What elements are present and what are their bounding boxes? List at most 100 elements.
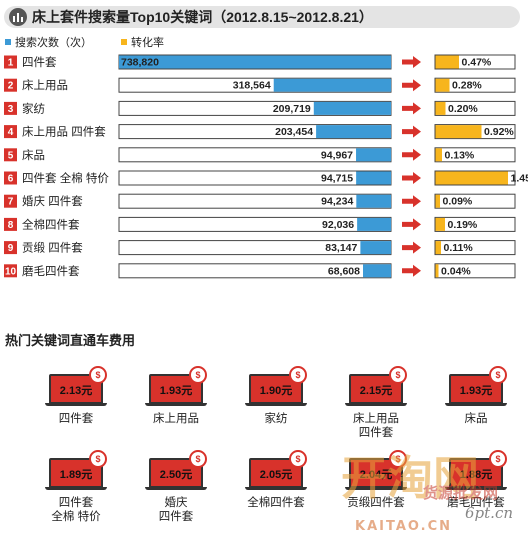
search-count-bar: [119, 55, 391, 69]
search-count-bar: [357, 217, 391, 231]
right-arrow-icon: [402, 172, 421, 184]
rank-label: 5: [8, 150, 14, 161]
rank-label: 4: [8, 127, 14, 138]
conversion-bar-track: [434, 240, 516, 256]
laptop-icon: 2.05元 $: [245, 450, 307, 490]
keyword-label: 床上用品: [138, 412, 214, 426]
keyword-label-line: 磨毛四件套: [447, 497, 505, 509]
cost-card: 1.93元 $ 床品: [438, 366, 514, 426]
laptop-icon: 2.13元 $: [45, 366, 107, 406]
conversion-bar: [435, 217, 445, 231]
rank-label: 8: [8, 220, 14, 231]
money-bag-icon: $: [189, 450, 207, 468]
category-label: 婚庆 四件套: [22, 194, 83, 208]
category-label: 磨毛四件套: [22, 264, 80, 278]
cost-card: 2.04元 $ 贡缎四件套: [338, 450, 414, 510]
money-bag-icon: $: [289, 366, 307, 384]
chart-row: 7 婚庆 四件套 94,234 0.09%: [4, 193, 516, 209]
price-value: 2.05元: [259, 469, 293, 481]
laptop-icon: 1.90元 $: [245, 366, 307, 406]
search-count-label: 94,715: [321, 173, 353, 185]
chart-row: 6 四件套 全棉 特价 94,715 1.45%: [4, 170, 528, 186]
right-arrow-icon: [402, 102, 421, 115]
price-value: 1.89元: [59, 469, 93, 481]
money-bag-icon: $: [89, 450, 107, 468]
search-count-label: 203,454: [275, 126, 313, 138]
chart-row: 4 床上用品 四件套 203,454 0.92%: [4, 124, 516, 140]
search-count-label: 83,147: [325, 242, 357, 254]
money-bag-icon: $: [289, 450, 307, 468]
search-count-label: 92,036: [322, 219, 354, 231]
right-arrow-icon: [402, 195, 421, 208]
conversion-bar: [435, 194, 440, 208]
chart-row: 2 床上用品 318,564 0.28%: [4, 77, 516, 93]
rank-marker: [4, 101, 17, 115]
right-arrow-icon: [402, 218, 421, 231]
cost-card: 2.50元 $ 婚庆 四件套: [138, 450, 214, 524]
category-label: 四件套 全棉 特价: [22, 171, 109, 185]
laptop-base: [445, 403, 507, 406]
search-count-label: 68,608: [328, 265, 360, 277]
search-count-label: 318,564: [233, 80, 271, 92]
keyword-label: 床品: [438, 412, 514, 426]
chart-row: 5 床品 94,967 0.13%: [4, 147, 516, 163]
rank-label: 10: [5, 266, 17, 277]
conversion-bar: [435, 148, 442, 162]
laptop-base: [45, 487, 107, 490]
watermark-url: KAITAO.CN: [355, 519, 452, 534]
laptop-base: [245, 403, 307, 406]
rank-label: 7: [8, 197, 14, 208]
conversion-bar: [435, 125, 482, 139]
keyword-label: 四件套: [38, 412, 114, 426]
laptop-base: [345, 403, 407, 406]
money-bag-icon: $: [89, 366, 107, 384]
keyword-label-line: 家纺: [264, 413, 288, 425]
conversion-bar: [435, 264, 439, 278]
price-screen: 2.50元: [149, 458, 203, 489]
keyword-label-line: 四件套: [158, 511, 194, 523]
right-arrow-icon: [402, 56, 421, 68]
laptop-base: [145, 487, 207, 490]
search-count-bar: [360, 241, 391, 255]
laptop-base: [345, 487, 407, 490]
laptop-icon: 1.93元 $: [145, 366, 207, 406]
search-count-bar: [316, 125, 391, 139]
category-label: 全棉四件套: [22, 217, 80, 231]
conversion-label: 0.92%: [484, 126, 514, 138]
price-value: 2.15元: [359, 385, 393, 397]
rank-label: 6: [8, 174, 14, 185]
laptop-icon: 2.15元 $: [345, 366, 407, 406]
conversion-bar-track: [434, 147, 516, 163]
legend-swatch-orange: [121, 39, 127, 45]
legend-search-count: 搜索次数（次）: [5, 37, 92, 49]
laptop-icon: 2.04元 $: [345, 450, 407, 490]
money-bag-icon: $: [389, 450, 407, 468]
search-count-bar: [273, 78, 391, 92]
laptop-icon: 1.88元 $: [445, 450, 507, 490]
search-count-label: 94,967: [321, 149, 353, 161]
search-count-label: 738,820: [121, 57, 159, 69]
category-label: 四件套: [22, 55, 57, 69]
search-count-label: 94,234: [321, 196, 353, 208]
laptop-base: [145, 403, 207, 406]
rank-label: 1: [8, 58, 14, 69]
category-label: 床品: [22, 148, 45, 162]
conversion-bar-track: [434, 193, 516, 209]
rank-marker: [4, 78, 17, 92]
search-count-bar: [363, 264, 391, 278]
price-value: 2.04元: [359, 469, 393, 481]
money-bag-icon: $: [189, 366, 207, 384]
price-value: 2.13元: [59, 385, 93, 397]
search-count-bar: [356, 171, 391, 185]
cost-card: 1.93元 $ 床上用品: [138, 366, 214, 426]
legend-swatch-blue: [5, 39, 11, 45]
cost-card: 2.15元 $ 床上用品 四件套: [338, 366, 414, 440]
keyword-label-line: 床上用品: [153, 413, 199, 425]
section-title-cost: 热门关键词直通车费用: [5, 333, 136, 348]
cost-card: 1.90元 $ 家纺: [238, 366, 314, 426]
keyword-label: 婚庆 四件套: [138, 496, 214, 524]
laptop-base: [245, 487, 307, 490]
keyword-label: 家纺: [238, 412, 314, 426]
conversion-label: 0.20%: [448, 103, 478, 115]
keyword-label-line: 四件套: [58, 497, 94, 509]
